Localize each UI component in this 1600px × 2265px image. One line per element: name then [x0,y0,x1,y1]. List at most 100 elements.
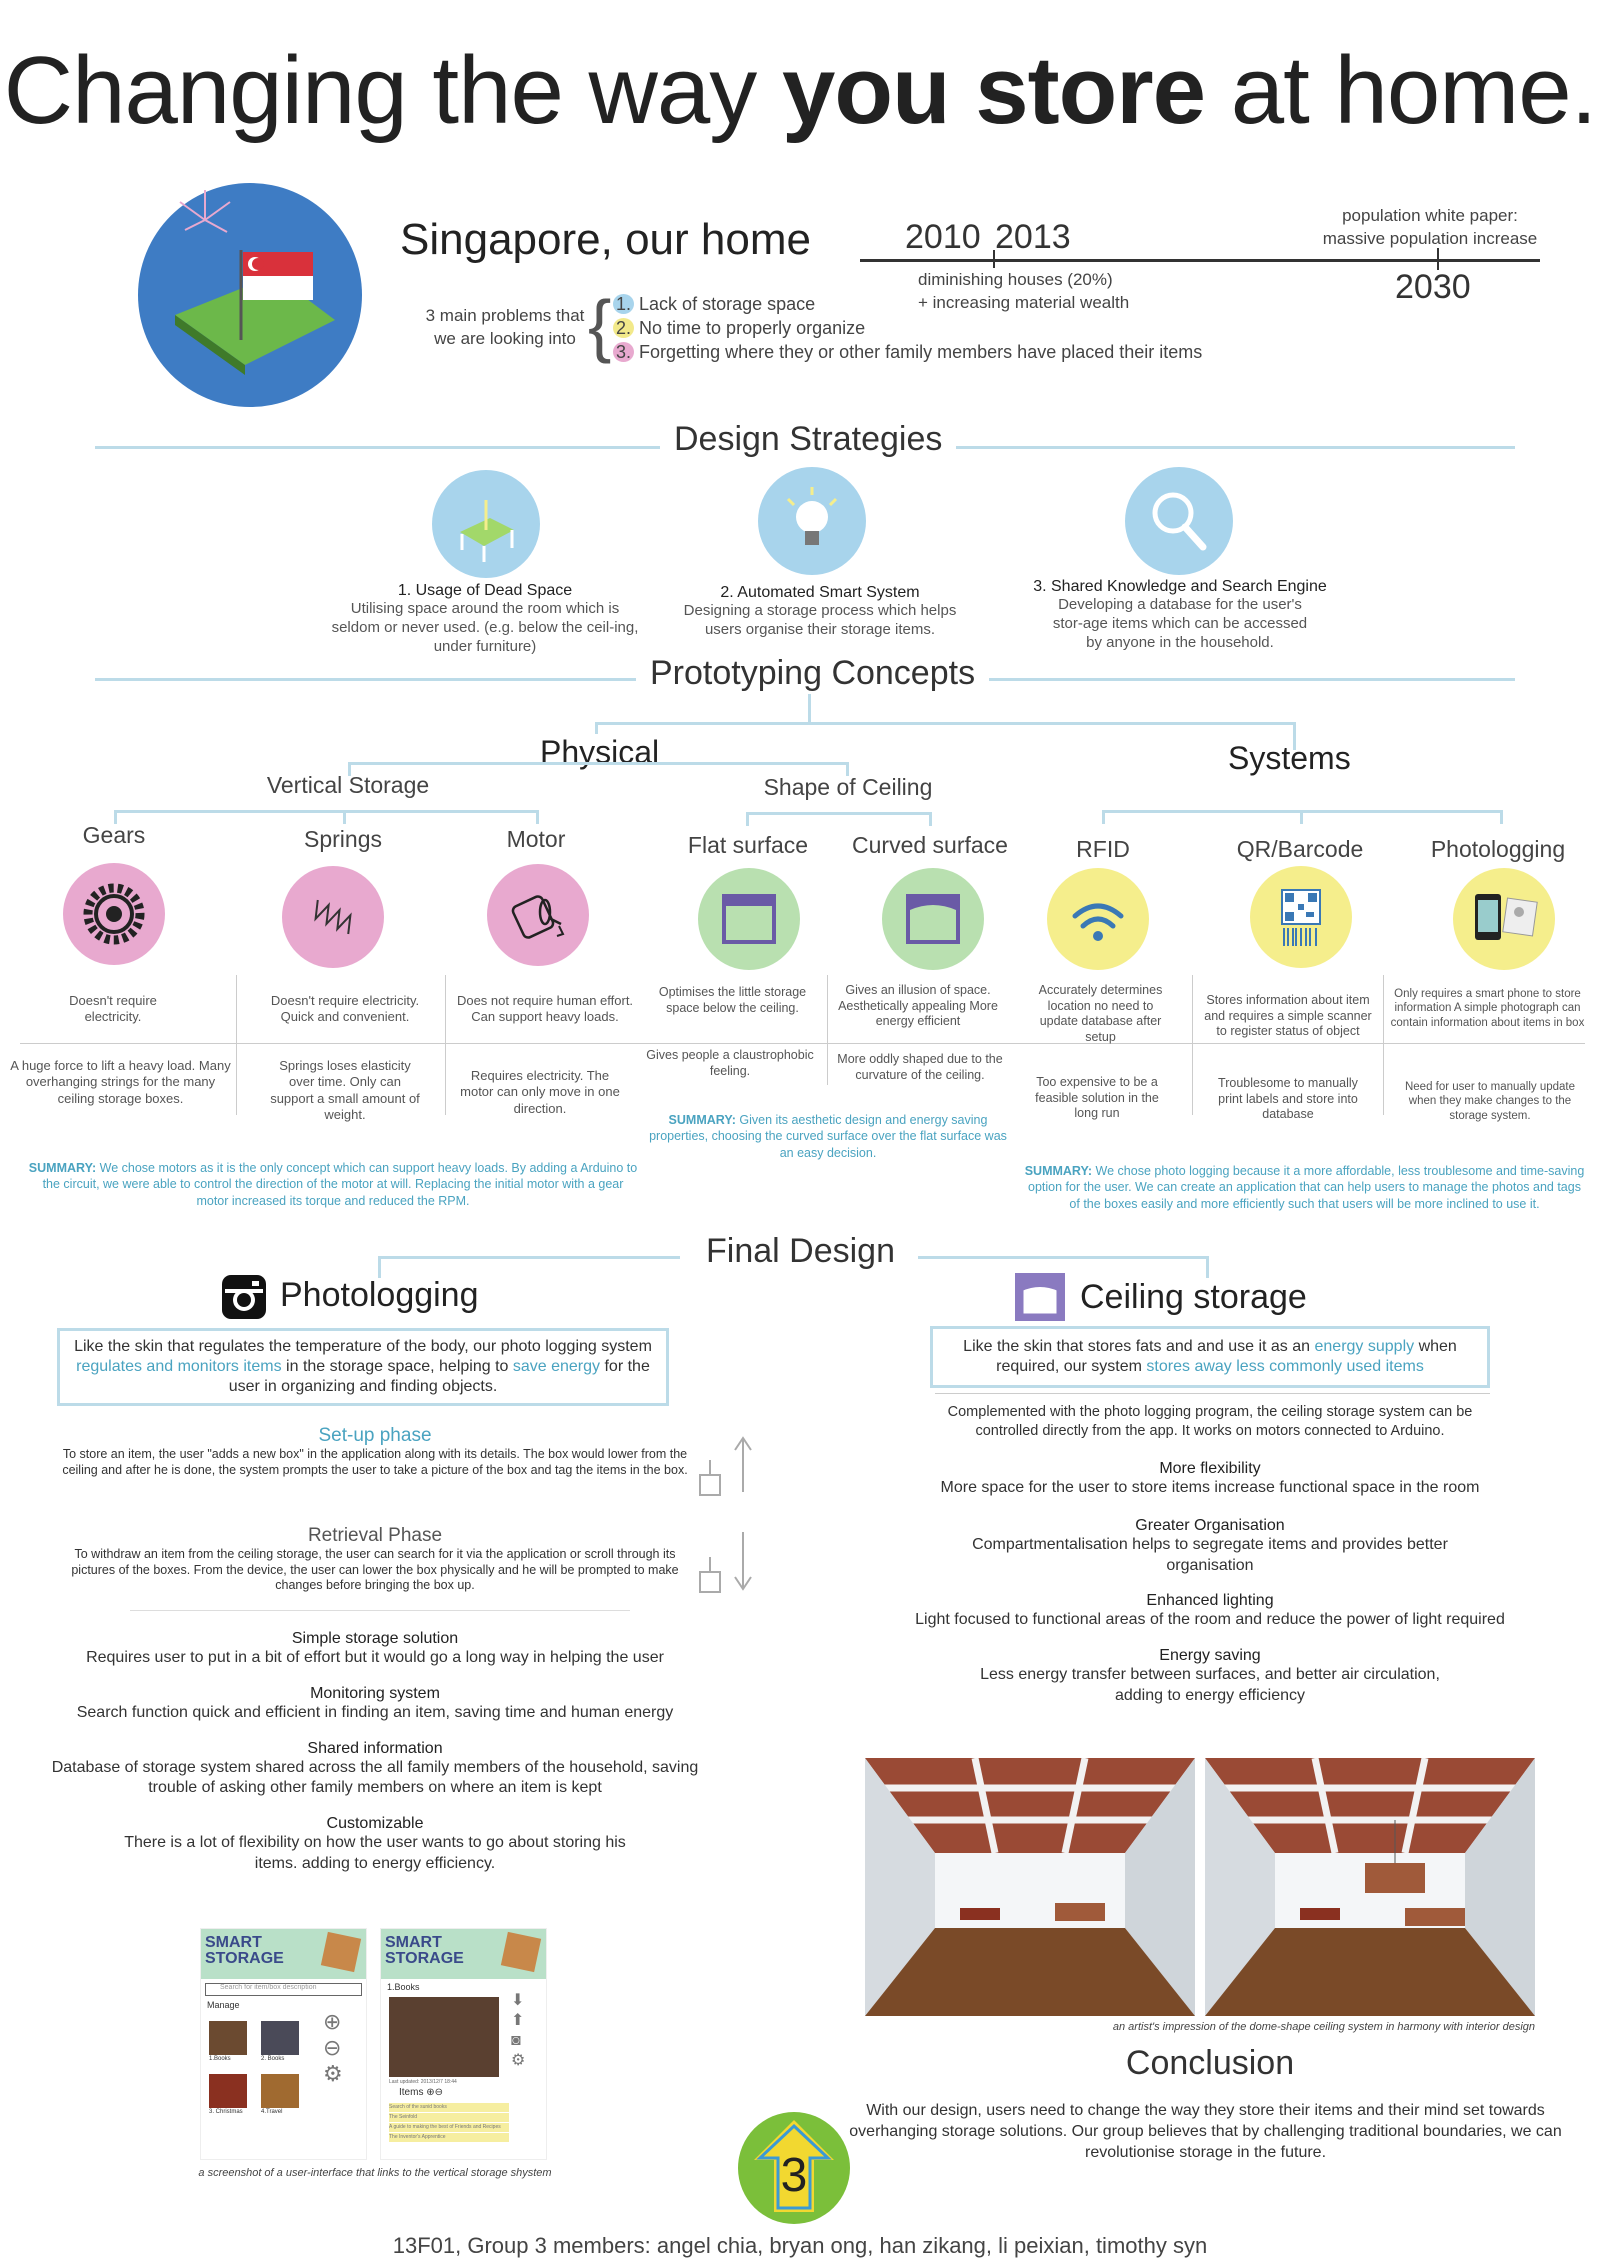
motor-icon [487,864,589,966]
grid-line [1192,975,1193,1115]
spring-icon [282,866,384,968]
concept-pro: Stores information about item and requir… [1204,993,1372,1039]
problems-list: 1. Lack of storage space 2. No time to p… [613,292,1202,364]
tree-line [348,762,848,765]
app-header: SMART STORAGE [201,1929,366,1979]
ceiling-shape-label: Shape of Ceiling [763,774,933,800]
grid-line [236,975,237,1115]
tree-line [114,810,538,813]
box-thumb[interactable] [261,2074,299,2108]
item-row[interactable]: Search of the sunid books [389,2103,509,2112]
gear-icon[interactable]: ⚙ [323,2061,343,2086]
problems-label: 3 main problems that we are looking into [425,306,585,348]
tree-line [378,1256,381,1278]
app-controls: ⬇ ⬆ ◙ ⚙ [511,1991,525,2071]
timeline-note-2030: population white paper: massive populati… [1322,206,1538,248]
feature-item: Shared information Database of storage sy… [51,1739,699,1797]
app-screen-manage: SMART STORAGE Search for item/box descrip… [200,1928,367,2160]
tree-line [1102,810,1105,824]
problem-item: 3. Forgetting where they or other family… [613,340,1202,364]
remove-icon[interactable]: ⊖ [323,2035,342,2060]
concept-pro: Does not require human effort. Can suppo… [456,993,634,1025]
curved-ceiling-icon [882,868,984,970]
app-manage-label: Manage [207,2000,240,2010]
concept-con: Gives people a claustrophobic feeling. [646,1048,814,1078]
concept-label-qr-barcode: QR/Barcode [1236,836,1364,862]
conclusion-text: With our design, users need to change th… [849,2102,1562,2161]
tree-line [378,1256,680,1259]
photologging-features: Simple storage solution Requires user to … [40,1630,710,1875]
phone-photo-icon [1453,868,1555,970]
app-search-input[interactable]: Search for item/box description [205,1983,362,1996]
arrow-up-logo-icon [754,2120,834,2212]
divider [935,1393,1490,1394]
item-row[interactable]: The Inventor's Apprentice [389,2133,509,2142]
group-logo: 3 [738,2112,850,2224]
box-label: 1.Books [209,2056,231,2062]
problems-brace: { [588,286,612,364]
render-image [865,1758,1195,2016]
concept-con: Troublesome to manually print labels and… [1218,1076,1358,1122]
arrow-down-icon[interactable]: ⬇ [511,1992,525,2009]
concept-label-gears: Gears [82,822,146,848]
vertical-storage-label: Vertical Storage [266,772,430,798]
physical-heading: Physical [538,734,662,771]
summary-vertical: SUMMARY: We chose motors as it is the on… [28,1161,638,1208]
strategy-item: 2. Automated Smart System Designing a st… [683,584,957,638]
intro-heading: Singapore, our home [400,215,811,264]
app-logo: SMART STORAGE [385,1934,464,1967]
concept-label-photologging: Photologging [1430,836,1566,862]
box-thumb[interactable] [209,2074,247,2108]
concept-label-rfid: RFID [1076,836,1130,862]
items-label: Items ⊕⊖ [399,2087,443,2098]
box-photo [389,1997,499,2077]
feature-item: Customizable There is a lot of flexibilit… [124,1815,626,1872]
concept-label-flat-surface: Flat surface [687,832,809,858]
photologging-box: Like the skin that regulates the tempera… [57,1328,669,1406]
concept-con: Too expensive to be a feasible solution … [1035,1075,1159,1121]
item-row[interactable]: A guide to making the best of Friends an… [389,2123,509,2132]
camera-small-icon[interactable]: ◙ [511,2032,521,2049]
ceiling-icon [1015,1273,1065,1321]
tree-line [929,812,932,826]
timeline-tick [1437,248,1439,270]
systems-heading: Systems [1228,740,1351,776]
gear-icon [63,863,165,965]
item-row[interactable]: The Seinfold [389,2113,509,2122]
grid-line [1383,975,1384,1115]
concept-label-motor: Motor [506,826,566,852]
tree-line [746,812,931,815]
concept-pro: Optimises the little storage space below… [658,985,807,1015]
gear-icon[interactable]: ⚙ [511,2052,526,2069]
box-thumb[interactable] [209,2021,247,2055]
section-heading-strategies: Design Strategies [660,420,957,459]
last-updated: Last updated: 2013/12/7 18:44 [389,2079,457,2085]
ceiling-box: Like the skin that stores fats and and u… [930,1326,1490,1388]
add-icon[interactable]: ⊕ [323,2009,342,2034]
tree-line [536,810,539,824]
arrow-up-icon[interactable]: ⬆ [511,2012,525,2029]
box-label: 2. Books [261,2056,285,2062]
concept-con: A huge force to lift a heavy load. Many … [10,1058,231,1106]
tree-line [1206,1256,1209,1278]
concept-pro: Gives an illusion of space. Aestheticall… [838,983,998,1029]
footer-credits: 13F01, Group 3 members: angel chia, brya… [392,2233,1208,2258]
section-heading-prototyping: Prototyping Concepts [636,654,990,693]
app-header: SMART STORAGE [381,1929,546,1979]
concept-pro: Accurately determines location no need t… [1038,983,1163,1044]
app-caption: a screenshot of a user-interface that li… [198,2167,552,2179]
box-thumb[interactable] [261,2021,299,2055]
tree-line [595,722,1295,725]
camera-icon [222,1275,266,1319]
grid-line [445,975,446,1115]
timeline-year-2013: 2013 [995,218,1071,256]
timeline-axis [860,259,1540,262]
grid-line [20,1043,1585,1044]
rfid-wifi-icon [1047,868,1149,970]
search-icon [1125,467,1233,575]
divider [130,1610,630,1611]
problem-item: 2. No time to properly organize [613,316,1202,340]
photologging-title: Photologging [280,1276,479,1314]
render-image [1205,1758,1535,2016]
app-screen-books: SMART STORAGE 1.Books Last updated: 2013/… [380,1928,547,2160]
